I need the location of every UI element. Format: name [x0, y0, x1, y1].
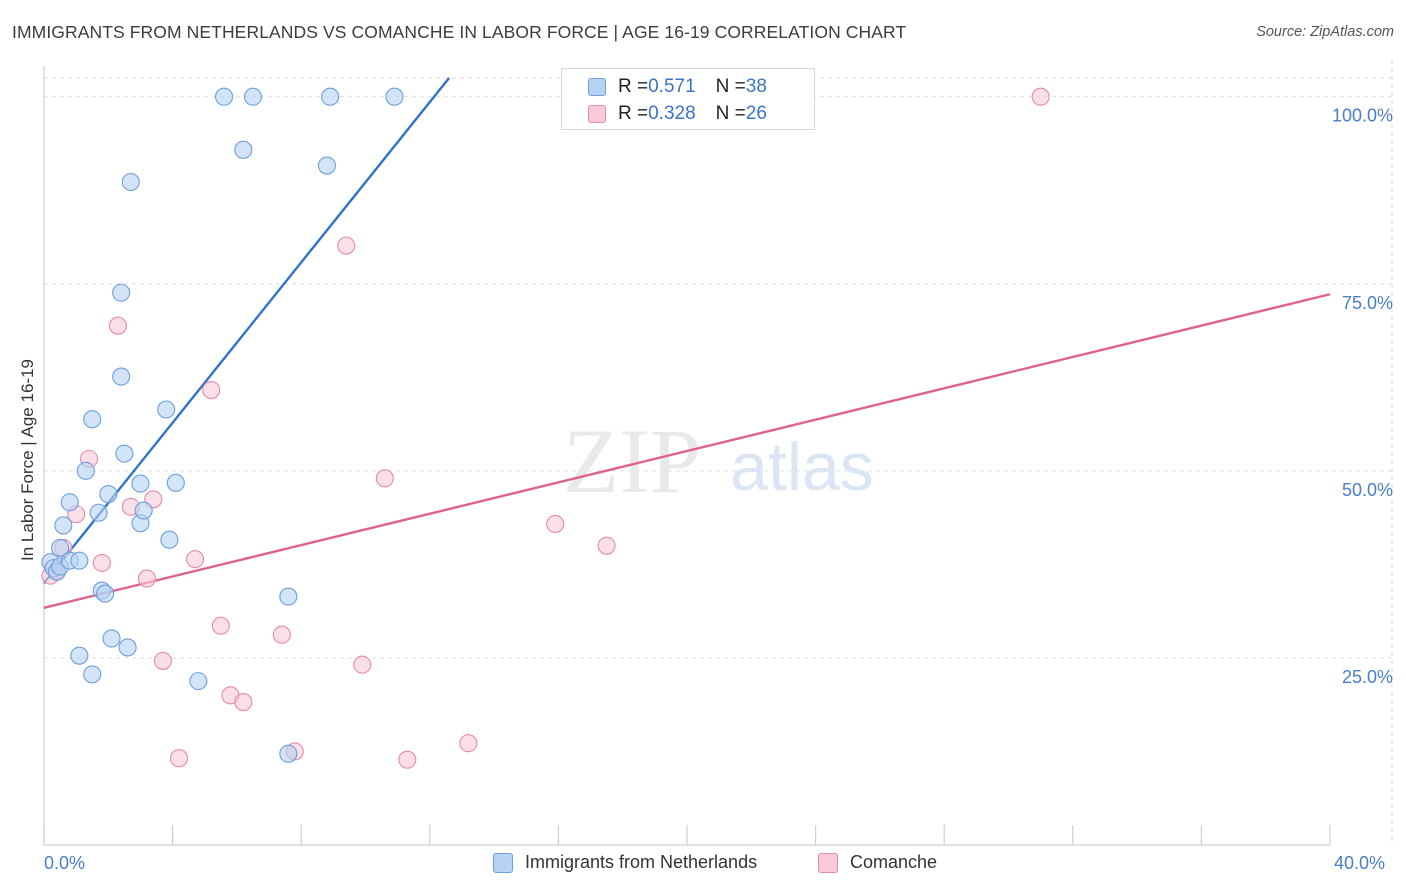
netherlands-point [189, 672, 208, 691]
x-tick-label-min: 0.0% [44, 853, 86, 873]
r-value: 0.571 [648, 76, 696, 97]
netherlands-point [112, 367, 131, 386]
n-label: N = [715, 76, 746, 97]
y-tick-label: 100.0% [1332, 106, 1393, 126]
netherlands-point [99, 485, 118, 504]
netherlands-point [51, 538, 70, 557]
netherlands-point [160, 530, 179, 549]
comanche-point [459, 734, 478, 753]
watermark-zip: ZIP [563, 410, 701, 512]
comanche-point [186, 550, 205, 569]
stats-legend-row-netherlands: R = 0.571 N = 38 [588, 76, 767, 98]
netherlands-point [96, 584, 115, 603]
comanche-trendline [43, 293, 1331, 609]
comanche-point [153, 651, 173, 670]
y-tick-label: 50.0% [1342, 480, 1393, 500]
netherlands-point [279, 587, 298, 606]
netherlands-point [279, 744, 298, 763]
comanche-point [234, 693, 253, 712]
chart-title: IMMIGRANTS FROM NETHERLANDS VS COMANCHE … [12, 22, 907, 42]
comanche-point [272, 625, 291, 644]
netherlands-point [89, 503, 108, 522]
netherlands-point [115, 444, 134, 463]
r-value: 0.328 [648, 103, 696, 124]
netherlands-point [60, 493, 79, 512]
netherlands-point [83, 665, 102, 684]
netherlands-point [102, 629, 121, 648]
comanche-point [353, 655, 372, 674]
comanche-swatch [818, 852, 838, 873]
y-axis-title: In Labor Force | Age 16-19 [18, 359, 37, 561]
n-label: N = [715, 103, 746, 124]
netherlands-point [83, 410, 102, 429]
netherlands-point [112, 283, 131, 302]
comanche-point [597, 536, 616, 555]
stats-legend-row-comanche: R = 0.328 N = 26 [588, 103, 767, 125]
comanche-point [211, 616, 230, 635]
netherlands-point [166, 473, 185, 492]
legend-label: Comanche [850, 852, 938, 872]
source-credit: Source: ZipAtlas.com [1256, 24, 1394, 40]
netherlands-point [317, 156, 336, 175]
legend-item-netherlands[interactable]: Immigrants from Netherlands [493, 852, 757, 873]
series-legend: Immigrants from Netherlands Comanche [0, 852, 1406, 876]
netherlands-point [214, 87, 234, 106]
n-value: 26 [745, 103, 767, 124]
comanche-point [92, 553, 111, 572]
netherlands-point [54, 516, 73, 535]
legend-label: Immigrants from Netherlands [525, 852, 758, 872]
netherlands-point [76, 461, 95, 480]
netherlands-swatch [588, 78, 606, 96]
y-tick-label: 75.0% [1342, 293, 1393, 313]
comanche-point [375, 469, 394, 488]
netherlands-point [121, 172, 140, 192]
watermark-atlas: atlas [730, 429, 874, 505]
netherlands-point [385, 87, 404, 106]
comanche-point [202, 380, 221, 400]
netherlands-swatch [493, 852, 513, 873]
netherlands-point [131, 474, 150, 493]
netherlands-point [321, 87, 340, 106]
netherlands-point [134, 501, 153, 520]
comanche-point [398, 750, 417, 769]
comanche-point [137, 569, 156, 588]
stats-legend: R = 0.571 N = 38 R = 0.328 N = 26 [561, 68, 815, 130]
r-label: R = [618, 103, 649, 124]
netherlands-point [70, 646, 89, 665]
netherlands-point [234, 140, 253, 159]
netherlands-point [118, 638, 137, 657]
comanche-point [1031, 87, 1050, 106]
n-value: 38 [745, 76, 767, 97]
netherlands-point [243, 87, 263, 106]
comanche-point [337, 236, 356, 255]
comanche-point [169, 749, 189, 768]
x-tick-label-max: 40.0% [1334, 853, 1386, 873]
y-tick-label: 25.0% [1342, 667, 1393, 687]
comanche-point [546, 514, 565, 534]
r-label: R = [618, 76, 649, 97]
legend-item-comanche[interactable]: Comanche [818, 852, 937, 873]
netherlands-point [157, 400, 176, 419]
comanche-point [108, 316, 127, 335]
netherlands-point [70, 551, 89, 570]
comanche-swatch [588, 105, 606, 123]
